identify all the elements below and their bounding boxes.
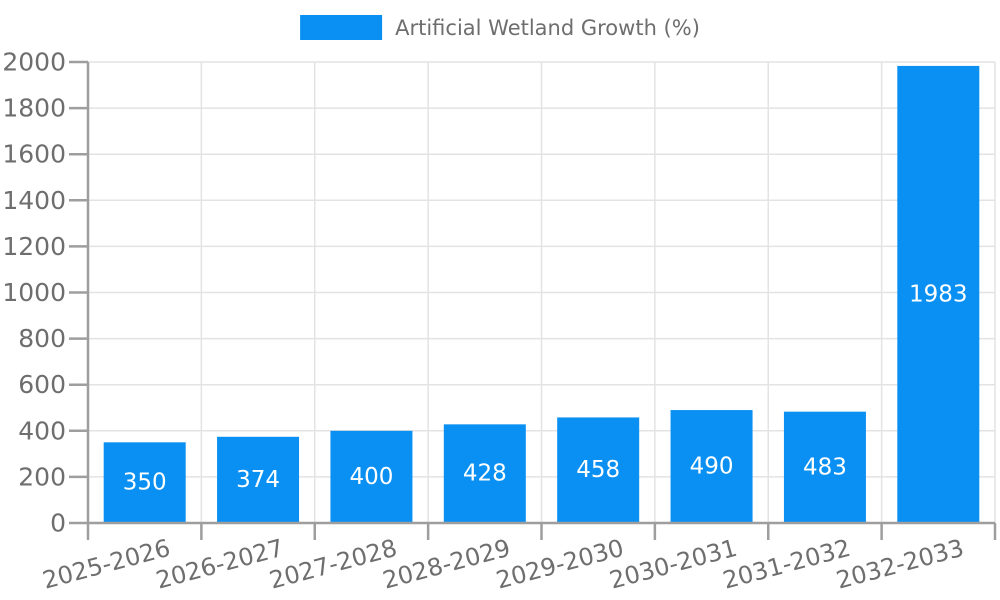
bar [330,430,413,523]
legend-label: Artificial Wetland Growth (%) [395,15,700,40]
y-tick-label: 2000 [2,48,66,77]
y-tick-label: 1800 [2,94,66,123]
bar [783,411,866,523]
y-tick-label: 1400 [2,186,66,215]
x-tick-label: 2030-2031 [606,534,740,595]
x-tick-label: 2029-2030 [493,534,627,595]
bar-value-label: 458 [576,457,620,483]
bar [897,65,980,523]
bar-value-label: 490 [690,454,734,480]
x-tick-label: 2031-2032 [720,534,854,595]
y-tick-label: 0 [50,509,66,538]
y-tick-label: 600 [18,370,66,399]
y-tick-label: 800 [18,324,66,353]
y-tick-label: 400 [18,416,66,445]
x-tick-label: 2032-2033 [833,534,967,595]
x-tick-label: 2028-2029 [380,534,514,595]
bar-value-label: 374 [236,467,280,493]
y-tick-label: 1600 [2,140,66,169]
legend: Artificial Wetland Growth (%) [300,15,700,40]
bar [103,442,186,523]
bar-value-label: 483 [803,454,847,480]
x-tick-label: 2026-2027 [153,534,287,595]
bar-value-label: 350 [123,470,167,496]
y-tick-label: 200 [18,462,66,491]
y-tick-label: 1200 [2,232,66,261]
bar [217,436,300,523]
legend-swatch [300,15,383,40]
bar [557,417,640,523]
x-tick-label: 2027-2028 [266,534,400,595]
bar [670,410,753,523]
bar-value-label: 1983 [909,281,968,307]
y-tick-label: 1000 [2,278,66,307]
bar [443,424,526,523]
x-tick-label: 2025-2026 [40,534,174,595]
bar-value-label: 400 [349,464,393,490]
bar-value-label: 428 [463,461,507,487]
